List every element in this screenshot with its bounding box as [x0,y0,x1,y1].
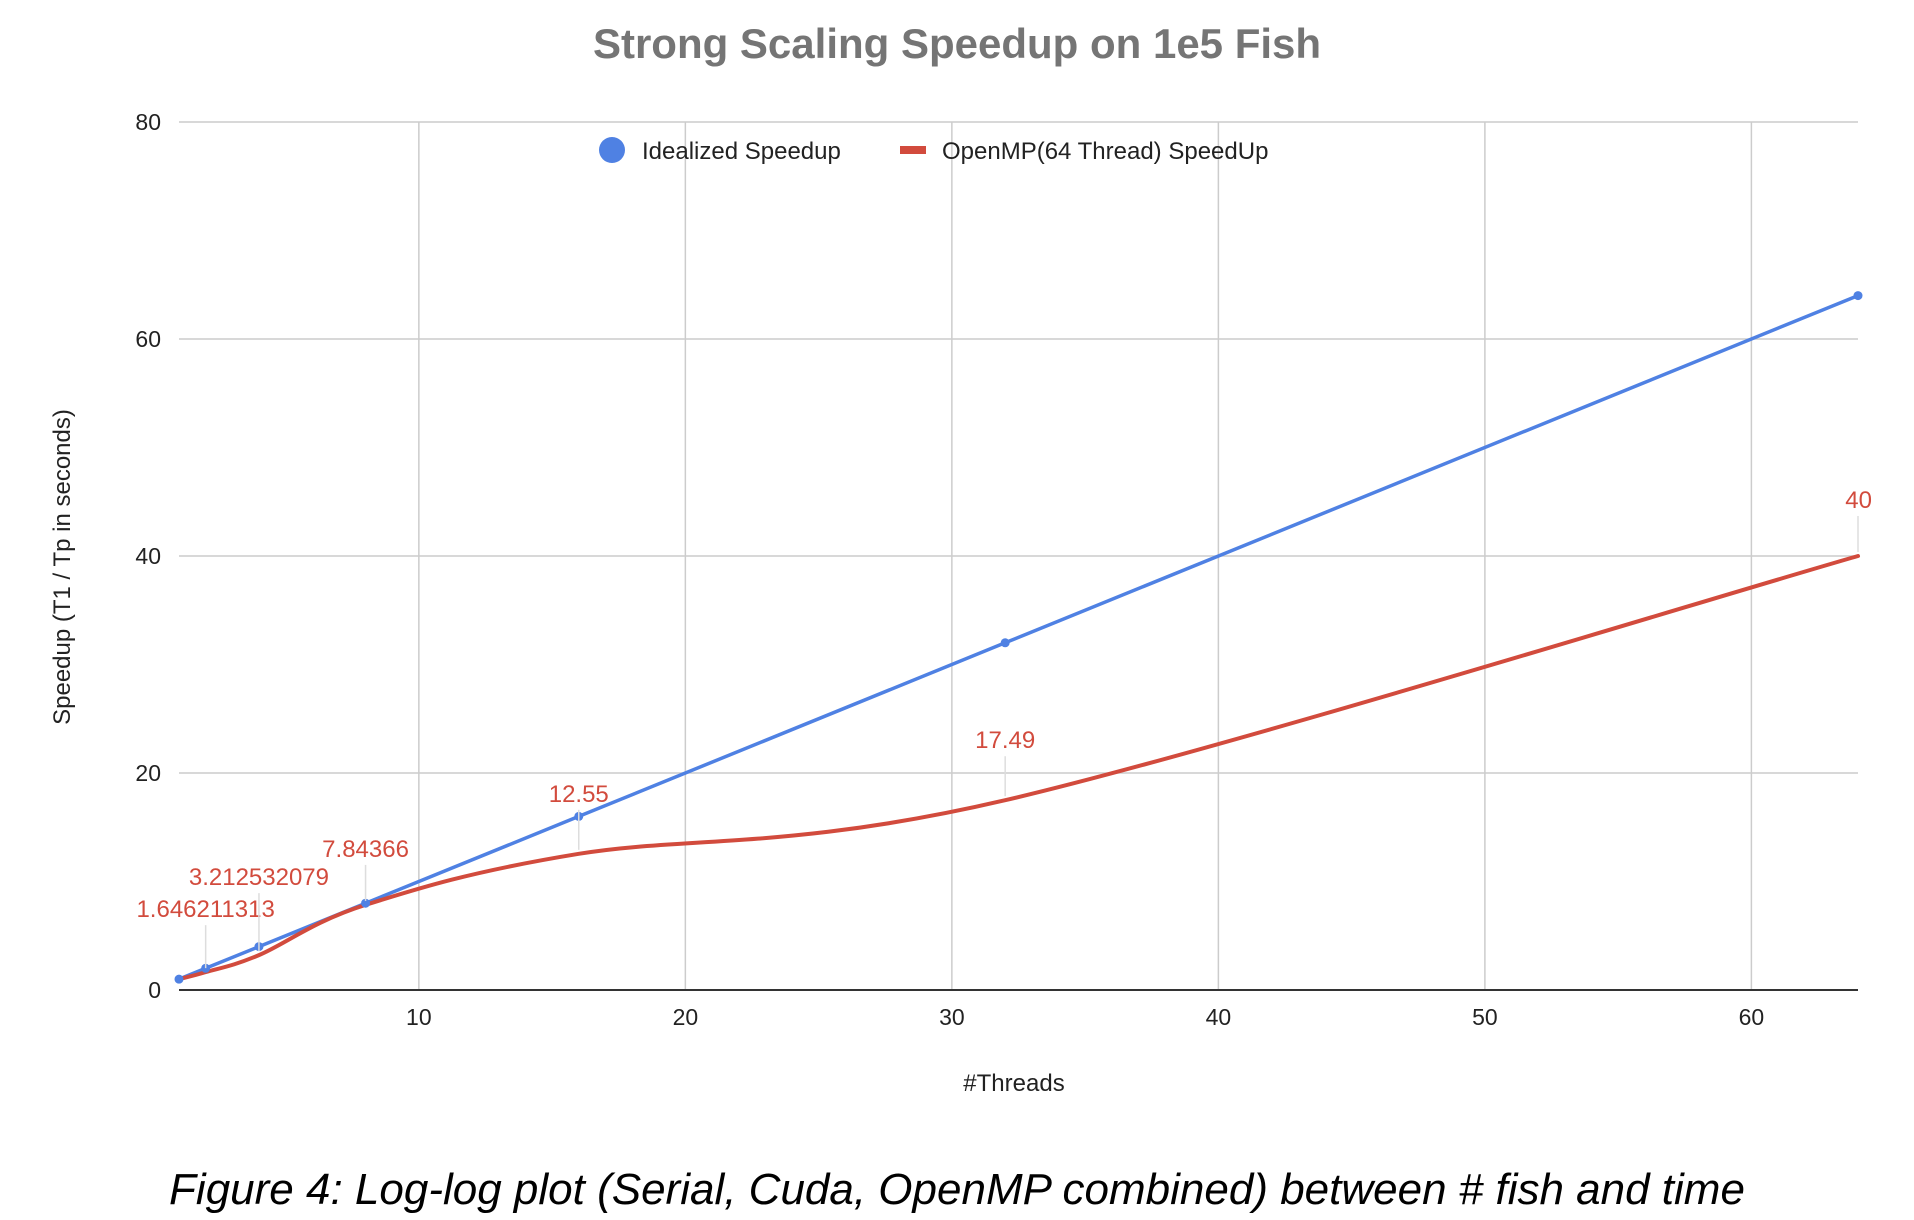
x-tick-label: 50 [1472,1004,1498,1030]
data-point-idealized-speedup [174,974,184,984]
x-tick-label: 20 [673,1004,699,1030]
data-label-openmp-speedup: 40 [1845,487,1872,514]
y-axis-label: Speedup (T1 / Tp in seconds) [49,409,76,725]
x-tick-label: 10 [406,1004,432,1030]
y-tick-label: 40 [135,543,161,569]
data-label-openmp-speedup: 17.49 [975,727,1035,754]
series-line-idealized-speedup [178,293,1859,981]
legend: Idealized Speedup OpenMP(64 Thread) Spee… [599,137,1268,165]
series-line-openmp-speedup [177,554,1860,982]
legend-marker-idealized-speedup [599,137,625,163]
chart-title: Strong Scaling Speedup on 1e5 Fish [593,20,1321,67]
data-label-openmp-speedup: 7.84366 [322,836,409,863]
figure-caption: Figure 4: Log-log plot (Serial, Cuda, Op… [169,1165,1745,1214]
axes: 0 20 40 60 80 10 20 30 40 50 60 [135,109,1858,1030]
x-axis-label: #Threads [963,1070,1064,1097]
y-tick-label: 80 [135,109,161,135]
plot-area [174,291,1863,984]
legend-marker-openmp-speedup [900,146,926,154]
data-point-idealized-speedup [1000,638,1010,648]
y-tick-label: 20 [135,760,161,786]
x-tick-label: 30 [939,1004,965,1030]
y-tick-label: 0 [148,977,161,1003]
data-point-idealized-speedup [1853,291,1863,301]
data-label-openmp-speedup: 1.646211313 [136,896,274,923]
data-point-idealized-speedup [201,963,211,973]
grid [179,121,1858,990]
y-tick-label: 60 [135,326,161,352]
data-point-idealized-speedup [361,898,371,908]
x-tick-label: 40 [1206,1004,1232,1030]
data-label-openmp-speedup: 12.55 [549,781,609,808]
x-tick-label: 60 [1739,1004,1765,1030]
data-label-openmp-speedup: 3.212532079 [189,864,329,891]
legend-label-openmp-speedup: OpenMP(64 Thread) SpeedUp [942,138,1268,165]
legend-label-idealized-speedup: Idealized Speedup [642,138,841,165]
